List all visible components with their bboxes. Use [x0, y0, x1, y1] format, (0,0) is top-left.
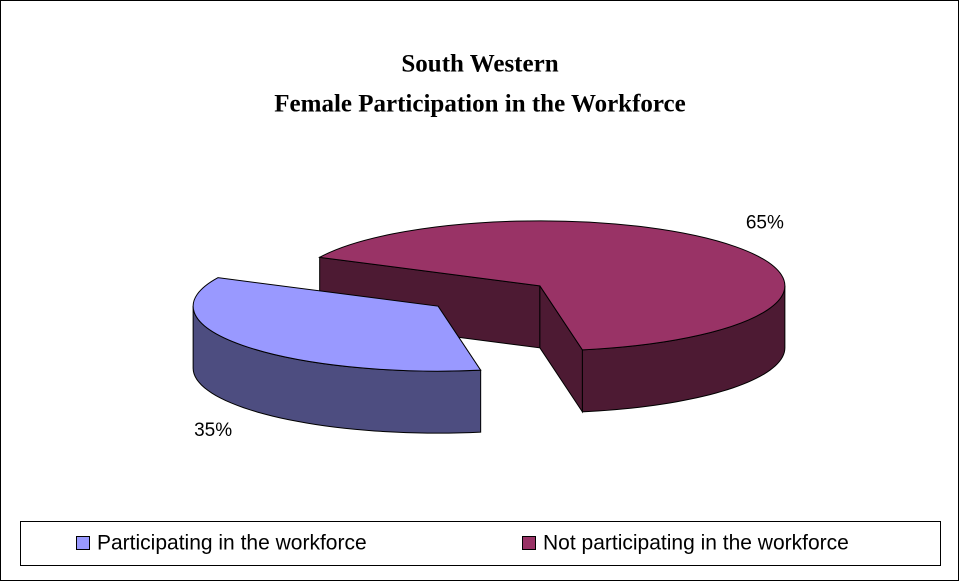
legend-label: Participating in the workforce [97, 532, 367, 555]
data-label: 35% [194, 420, 232, 441]
legend-swatch [522, 536, 536, 550]
chart-title: South Western [401, 51, 558, 78]
slice [318, 220, 786, 351]
slice [192, 277, 482, 372]
legend-label: Not participating in the workforce [543, 532, 849, 555]
chart-title: Female Participation in the Workforce [274, 91, 686, 118]
pie [192, 220, 786, 434]
legend-box [20, 521, 941, 566]
legend-swatch [76, 536, 90, 550]
data-label: 65% [746, 212, 784, 233]
